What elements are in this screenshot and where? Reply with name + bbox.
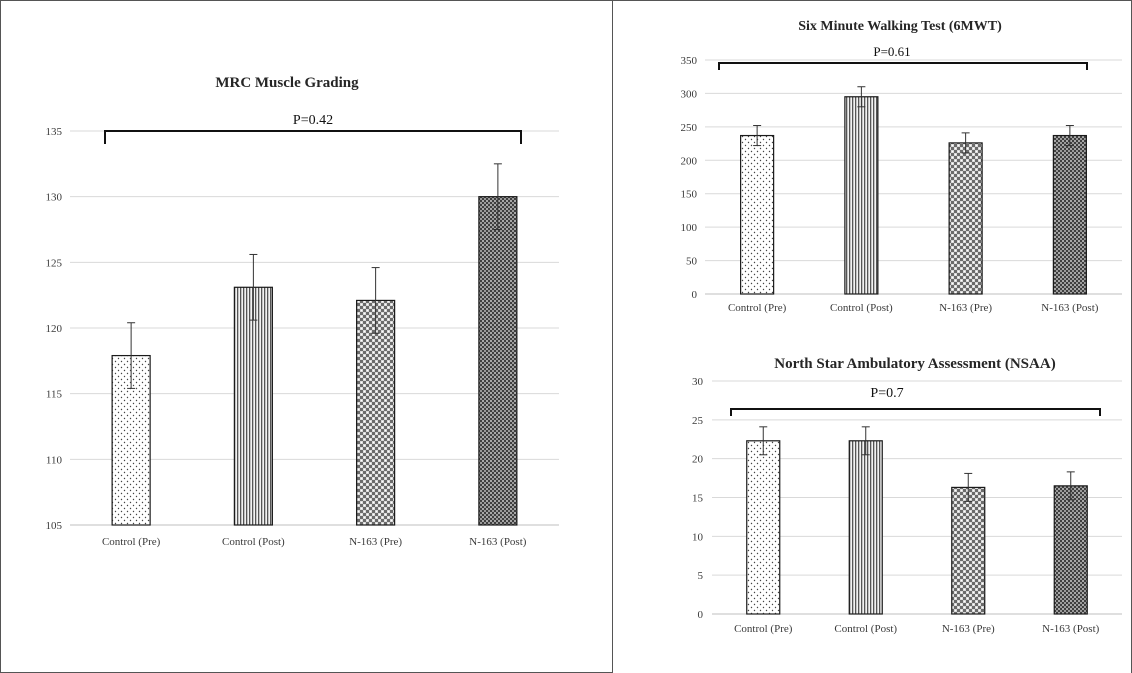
nsaa-error-bar xyxy=(964,472,973,502)
nsaa-y-tick-label: 30 xyxy=(692,376,704,388)
nsaa-y-ticks: 0 5 10 15 20 25 30 xyxy=(692,376,704,621)
mrc-error-bars xyxy=(127,163,502,389)
mrc-chart-title: MRC Muscle Grading xyxy=(215,75,359,91)
sixmwt-category-labels: Control (Pre) Control (Post) N-163 (Pre) N-… xyxy=(728,302,1099,314)
sixmwt-p-value: P=0.61 xyxy=(873,44,910,59)
sixmwt-error-bar xyxy=(961,132,970,154)
mrc-bar xyxy=(356,299,396,526)
nsaa-error-bar xyxy=(759,426,768,456)
sixmwt-category-label: Control (Pre) xyxy=(728,302,787,314)
mrc-chart: MRC Muscle Grading 105 110 115 120 125 130 135… xyxy=(46,75,559,548)
nsaa-chart: North Star Ambulatory Assessment (NSAA) … xyxy=(692,356,1122,635)
mrc-bars xyxy=(111,196,518,526)
nsaa-bar xyxy=(848,440,883,615)
nsaa-p-value: P=0.7 xyxy=(870,386,903,401)
nsaa-error-bar xyxy=(1066,471,1075,501)
nsaa-y-tick-label: 5 xyxy=(698,570,704,582)
mrc-bar xyxy=(233,286,273,526)
mrc-y-tick-label: 130 xyxy=(46,192,63,204)
sixmwt-bar xyxy=(740,134,775,295)
mrc-category-label: Control (Pre) xyxy=(102,536,161,548)
mrc-y-tick-label: 120 xyxy=(46,323,63,335)
sixmwt-significance-bracket xyxy=(718,62,1088,70)
sixmwt-category-label: Control (Post) xyxy=(830,302,893,314)
sixmwt-y-tick-label: 0 xyxy=(692,289,698,301)
frame-top-border xyxy=(0,0,1132,1)
nsaa-y-tick-label: 10 xyxy=(692,531,704,543)
sixmwt-error-bar xyxy=(857,86,866,108)
mrc-error-bar xyxy=(249,253,258,321)
mrc-y-tick-label: 135 xyxy=(46,126,63,138)
mrc-bar xyxy=(478,196,518,526)
sixmwt-category-label: N-163 (Pre) xyxy=(939,302,992,314)
frame-panel-divider xyxy=(612,0,613,673)
mrc-y-tick-label: 105 xyxy=(46,520,63,532)
mrc-error-bar xyxy=(371,267,380,334)
sixmwt-gridlines xyxy=(705,59,1122,295)
sixmwt-bars xyxy=(740,96,1087,295)
nsaa-y-tick-label: 20 xyxy=(692,454,704,466)
mrc-error-bar xyxy=(127,322,136,389)
sixmwt-chart: Six Minute Walking Test (6MWT) 0 50 100 150… xyxy=(681,19,1122,314)
sixmwt-y-tick-label: 150 xyxy=(681,189,698,201)
nsaa-significance-bracket xyxy=(730,408,1101,416)
sixmwt-bar xyxy=(1052,134,1087,295)
mrc-y-tick-label: 115 xyxy=(46,389,63,401)
frame-left-border xyxy=(0,0,1,673)
sixmwt-y-ticks: 0 50 100 150 200 250 300 350 xyxy=(681,55,698,301)
nsaa-error-bar xyxy=(861,426,870,456)
nsaa-category-labels: Control (Pre) Control (Post) N-163 (Pre) N-… xyxy=(734,623,1100,635)
nsaa-bar xyxy=(746,440,781,615)
mrc-p-value: P=0.42 xyxy=(293,113,333,128)
nsaa-category-label: N-163 (Pre) xyxy=(942,623,995,635)
mrc-category-label: N-163 (Post) xyxy=(469,536,526,548)
sixmwt-y-tick-label: 350 xyxy=(681,55,698,67)
sixmwt-y-tick-label: 200 xyxy=(681,155,698,167)
nsaa-category-label: N-163 (Post) xyxy=(1042,623,1099,635)
mrc-y-ticks: 105 110 115 120 125 130 135 xyxy=(46,126,63,532)
nsaa-category-label: Control (Post) xyxy=(834,623,897,635)
sixmwt-error-bars xyxy=(753,86,1074,154)
sixmwt-error-bar xyxy=(753,125,762,147)
mrc-significance-bracket xyxy=(104,130,522,144)
nsaa-category-label: Control (Pre) xyxy=(734,623,793,635)
nsaa-y-tick-label: 15 xyxy=(692,493,704,505)
mrc-category-label: N-163 (Pre) xyxy=(349,536,402,548)
nsaa-chart-title: North Star Ambulatory Assessment (NSAA) xyxy=(774,356,1055,372)
nsaa-bar xyxy=(951,486,986,615)
mrc-y-tick-label: 110 xyxy=(46,454,63,466)
mrc-error-bar xyxy=(493,163,502,230)
nsaa-error-bars xyxy=(759,426,1075,502)
mrc-category-labels: Control (Pre) Control (Post) N-163 (Pre) N-… xyxy=(102,536,527,548)
sixmwt-y-tick-label: 300 xyxy=(681,88,698,100)
nsaa-bar xyxy=(1053,485,1088,615)
nsaa-y-tick-label: 0 xyxy=(698,609,704,621)
mrc-category-label: Control (Post) xyxy=(222,536,285,548)
sixmwt-category-label: N-163 (Post) xyxy=(1041,302,1098,314)
sixmwt-bar xyxy=(844,96,879,295)
sixmwt-bar xyxy=(948,142,983,295)
sixmwt-y-tick-label: 50 xyxy=(686,256,698,268)
sixmwt-error-bar xyxy=(1065,125,1074,147)
mrc-y-tick-label: 125 xyxy=(46,257,63,269)
nsaa-y-tick-label: 25 xyxy=(692,415,704,427)
sixmwt-y-tick-label: 100 xyxy=(681,222,698,234)
nsaa-bars xyxy=(746,440,1088,615)
sixmwt-y-tick-label: 250 xyxy=(681,122,698,134)
sixmwt-chart-title: Six Minute Walking Test (6MWT) xyxy=(798,19,1002,34)
